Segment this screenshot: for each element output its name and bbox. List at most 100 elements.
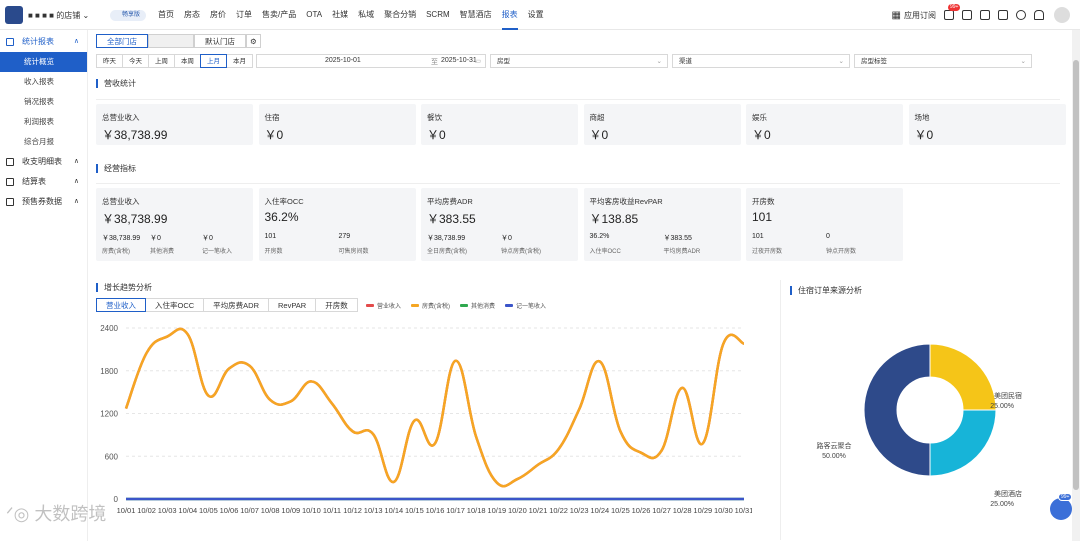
tab-all-stores[interactable]: 全部门店 <box>96 34 148 48</box>
notice-icon[interactable] <box>962 10 972 20</box>
gear-icon[interactable]: ⚙ <box>246 34 261 48</box>
quick-range-button[interactable]: 昨天 <box>96 54 123 68</box>
card-value: 36.2% <box>264 210 299 224</box>
sidebar-item[interactable]: 收入报表 <box>24 77 54 86</box>
trend-tab[interactable]: 开房数 <box>315 298 358 312</box>
nav-item[interactable]: 智慧酒店 <box>459 10 492 19</box>
scrollbar-thumb[interactable] <box>1073 60 1079 490</box>
nav-item[interactable]: 首页 <box>158 10 174 19</box>
calendar-icon[interactable]: ▭ <box>474 58 481 65</box>
legend-swatch <box>411 304 420 307</box>
headset-icon[interactable] <box>1016 10 1026 20</box>
room-type-select-label: 房型 <box>497 58 510 65</box>
quick-range-button[interactable]: 本月 <box>226 54 253 68</box>
date-end[interactable]: 2025-10-31 <box>441 57 477 64</box>
legend-item[interactable]: 房费(含税) <box>411 301 450 310</box>
avatar[interactable] <box>1054 7 1070 23</box>
x-tick-label: 10/30 <box>714 506 733 515</box>
channel-select-label: 渠道 <box>679 58 692 65</box>
x-tick-label: 10/04 <box>178 506 197 515</box>
nav-item[interactable]: 房价 <box>210 10 226 19</box>
legend-swatch <box>366 304 374 307</box>
divider <box>780 280 781 540</box>
nav-item[interactable]: 报表 <box>501 0 518 30</box>
tab-default-store[interactable]: 默认门店 <box>194 34 246 48</box>
sidebar-group[interactable]: 统计报表 ∧ <box>0 32 87 52</box>
revenue-card: 住宿 ￥0 <box>258 104 416 145</box>
quick-range-button[interactable]: 今天 <box>122 54 149 68</box>
nav-item[interactable]: 设置 <box>527 10 544 19</box>
export-icon[interactable] <box>998 10 1008 20</box>
top-bar: ■ ■ ■ ■ 的店铺 ⌄ 畅享版 首页 房态 房价 订单 售卖/产品 OTA 社媒 私域 聚合… <box>0 0 1080 30</box>
bell-icon[interactable] <box>1034 10 1044 20</box>
card-label: 平均客房收益RevPAR <box>589 197 663 206</box>
store-thumb[interactable] <box>148 34 194 48</box>
kpi-card: 总营业收入 ￥38,738.99 ￥38,738.99 房费(含税) ￥0 其他消费 ￥0 记… <box>96 188 253 261</box>
sidebar-group[interactable]: 结算表 ∧ <box>0 172 87 192</box>
x-tick-label: 10/26 <box>632 506 651 515</box>
trend-tab[interactable]: 营业收入 <box>96 298 146 312</box>
legend-item[interactable]: 营业收入 <box>366 301 401 310</box>
nav-item[interactable]: 社媒 <box>332 10 349 19</box>
kpi-sub-label: 过夜开房数 <box>752 249 783 255</box>
sidebar-item[interactable]: 综合月报 <box>24 137 54 146</box>
channel-select[interactable]: 渠道 ⌄ <box>672 54 850 68</box>
sidebar-item[interactable]: 利润报表 <box>24 117 54 126</box>
grid-icon[interactable]: ▦ <box>891 9 901 21</box>
x-tick-label: 10/16 <box>426 506 445 515</box>
quick-range-button[interactable]: 上周 <box>148 54 175 68</box>
quick-range-button[interactable]: 上月 <box>200 54 227 68</box>
quick-range-button[interactable]: 本周 <box>174 54 201 68</box>
app-subscribe-link[interactable]: 应用订阅 <box>904 10 936 20</box>
chat-button[interactable]: 99+ <box>1050 493 1073 520</box>
sidebar-group-label: 预售券数据 <box>22 197 62 206</box>
kpi-sub-value: ￥0 <box>150 235 161 242</box>
pie-slice-name: 美团民宿 <box>994 391 1022 400</box>
x-tick-label: 10/23 <box>570 506 589 515</box>
card-value: 101 <box>752 210 773 224</box>
trend-tab[interactable]: 入住率OCC <box>145 298 205 312</box>
y-tick-label: 1800 <box>100 367 118 376</box>
ops-section-title: 经营指标 <box>96 164 136 173</box>
nav-item[interactable]: 私域 <box>358 10 375 19</box>
date-range-picker[interactable]: 2025-10-01 至 2025-10-31 ▭ <box>256 54 486 68</box>
nav-item[interactable]: 聚合分销 <box>384 10 417 19</box>
app-logo[interactable] <box>5 6 23 24</box>
x-tick-label: 10/06 <box>220 506 239 515</box>
kpi-sub-value: ￥0 <box>501 235 512 242</box>
legend-label: 房费(含税) <box>422 304 451 310</box>
trend-tab[interactable]: 平均房费ADR <box>203 298 270 312</box>
nav-item[interactable]: OTA <box>306 10 323 19</box>
sidebar-group[interactable]: 预售券数据 ∧ <box>0 192 87 212</box>
room-type-select[interactable]: 房型 ⌄ <box>490 54 668 68</box>
nav-item[interactable]: 房态 <box>184 10 200 19</box>
divider <box>96 99 1060 100</box>
x-tick-label: 10/12 <box>343 506 362 515</box>
legend-item[interactable]: 记一笔收入 <box>505 301 546 310</box>
sidebar-group[interactable]: 收支明细表 ∧ <box>0 152 87 172</box>
x-tick-label: 10/20 <box>508 506 527 515</box>
pie-slice-label: 50.00% <box>822 453 846 460</box>
trend-tab[interactable]: RevPAR <box>268 298 317 312</box>
legend-item[interactable]: 其他消费 <box>460 301 495 310</box>
nav-item[interactable]: SCRM <box>426 10 450 19</box>
pie-section-title: 住宿订单来源分析 <box>790 286 862 295</box>
chevron-up-icon: ∧ <box>73 38 79 45</box>
card-label: 总营业收入 <box>102 113 140 122</box>
nav-item[interactable]: 售卖/产品 <box>262 10 297 19</box>
date-start[interactable]: 2025-10-01 <box>325 57 361 64</box>
sidebar-item[interactable]: 统计概览 <box>0 52 87 72</box>
room-tag-select[interactable]: 房型标签 ⌄ <box>854 54 1032 68</box>
store-switcher[interactable]: ■ ■ ■ ■ 的店铺 ⌄ <box>28 11 90 20</box>
chevron-down-icon: ⌄ <box>838 58 844 65</box>
date-separator: 至 <box>431 59 438 66</box>
x-tick-label: 10/11 <box>323 506 341 515</box>
sidebar-item[interactable]: 销况报表 <box>24 97 54 106</box>
scrollbar[interactable] <box>1072 30 1080 541</box>
card-label: 平均房费ADR <box>427 197 473 206</box>
nav-item[interactable]: 订单 <box>236 10 252 19</box>
message-icon[interactable]: 99+ <box>944 4 961 20</box>
edit-icon[interactable] <box>980 10 990 20</box>
kpi-sub-label: 记一笔收入 <box>202 249 233 255</box>
